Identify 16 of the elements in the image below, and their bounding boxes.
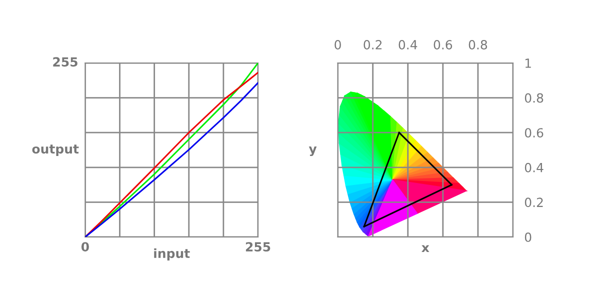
- y-tick-label: 0.4: [524, 162, 544, 172]
- text: 255: [53, 57, 78, 67]
- y-tick-label: 0.8: [524, 93, 544, 103]
- y-axis-title: output: [32, 144, 79, 156]
- x-tick-label: 0.4: [398, 40, 418, 50]
- x-axis-title: x: [422, 245, 430, 252]
- y-tick-label: 1: [525, 58, 531, 68]
- y-tick-label: 0: [524, 232, 532, 242]
- x-tick-label: 0.6: [434, 40, 452, 50]
- y-tick-label: 0.6: [524, 128, 544, 138]
- x-tick-label: 0.8: [468, 40, 488, 50]
- y-axis-title: y: [308, 146, 317, 156]
- x-tick-label: 0: [334, 40, 341, 50]
- x-axis-title: input: [154, 248, 190, 260]
- y-tick-label: 0.2: [524, 198, 543, 208]
- x-tick-label: 0.2: [364, 40, 382, 50]
